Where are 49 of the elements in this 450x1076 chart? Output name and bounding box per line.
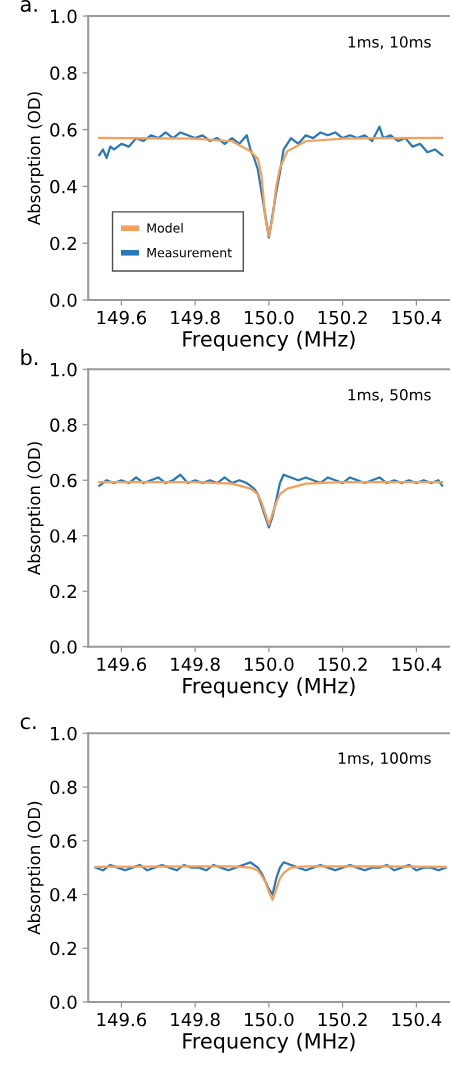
x-axis-title: Frequency (MHz) (183, 330, 355, 351)
y-axis-title: Absorption (OD) (27, 801, 44, 935)
annotation: 1ms, 10ms (348, 36, 431, 50)
x-tick-label: 149.8 (171, 310, 220, 325)
x-tick-label: 149.6 (97, 310, 147, 325)
x-tick-label: 150.0 (245, 657, 294, 672)
x-axis-title: Frequency (MHz) (183, 677, 355, 698)
x-tick-label: 150.0 (245, 310, 294, 325)
x-tick-label: 150.4 (392, 1012, 442, 1027)
annotation: 1ms, 50ms (348, 388, 431, 403)
y-tick-label: 0.4 (50, 887, 77, 902)
x-tick-label: 150.2 (318, 1012, 367, 1027)
y-tick-label: 0.0 (50, 640, 77, 654)
y-tick-label: 0.6 (50, 834, 77, 848)
legend-label: Measurement (147, 248, 232, 258)
x-tick-label: 150.2 (318, 310, 367, 325)
legend-label: Model (147, 223, 183, 233)
y-tick-label: 1.0 (51, 9, 77, 24)
y-tick-label: 0.2 (50, 941, 76, 956)
x-tick-label: 150.4 (392, 657, 442, 672)
x-tick-label: 149.6 (97, 1012, 147, 1027)
x-tick-label: 150.0 (245, 1012, 294, 1027)
y-tick-label: 0.0 (50, 293, 77, 308)
x-tick-label: 149.8 (171, 657, 220, 672)
x-tick-label: 149.6 (97, 657, 147, 672)
y-tick-label: 0.6 (50, 123, 77, 137)
y-axis-title: Absorption (OD) (27, 92, 44, 226)
line-series (98, 473, 444, 529)
x-tick-label: 149.8 (171, 1012, 220, 1027)
y-tick-label: 0.6 (50, 473, 77, 488)
y-axis-title: Absorption (OD) (27, 442, 44, 576)
y-tick-label: 0.8 (50, 418, 77, 432)
x-axis-title: Frequency (MHz) (183, 1032, 355, 1053)
y-tick-label: 0.8 (50, 780, 77, 795)
y-tick-label: 0.4 (50, 529, 77, 543)
y-tick-label: 1.0 (51, 726, 77, 741)
chart-title: b. (21, 349, 38, 366)
y-tick-label: 0.2 (50, 236, 76, 251)
x-tick-label: 150.2 (318, 657, 367, 672)
x-tick-label: 150.4 (392, 310, 442, 325)
y-tick-label: 0.8 (50, 66, 77, 80)
chart-title: a. (20, 0, 37, 12)
chart-title: c. (20, 717, 36, 730)
annotation: 1ms, 100ms (338, 752, 431, 766)
line-series (98, 481, 444, 526)
y-tick-label: 0.2 (50, 584, 76, 599)
y-tick-label: 0.4 (50, 179, 77, 194)
y-tick-label: 0.0 (50, 995, 77, 1010)
y-tick-label: 1.0 (51, 362, 77, 377)
